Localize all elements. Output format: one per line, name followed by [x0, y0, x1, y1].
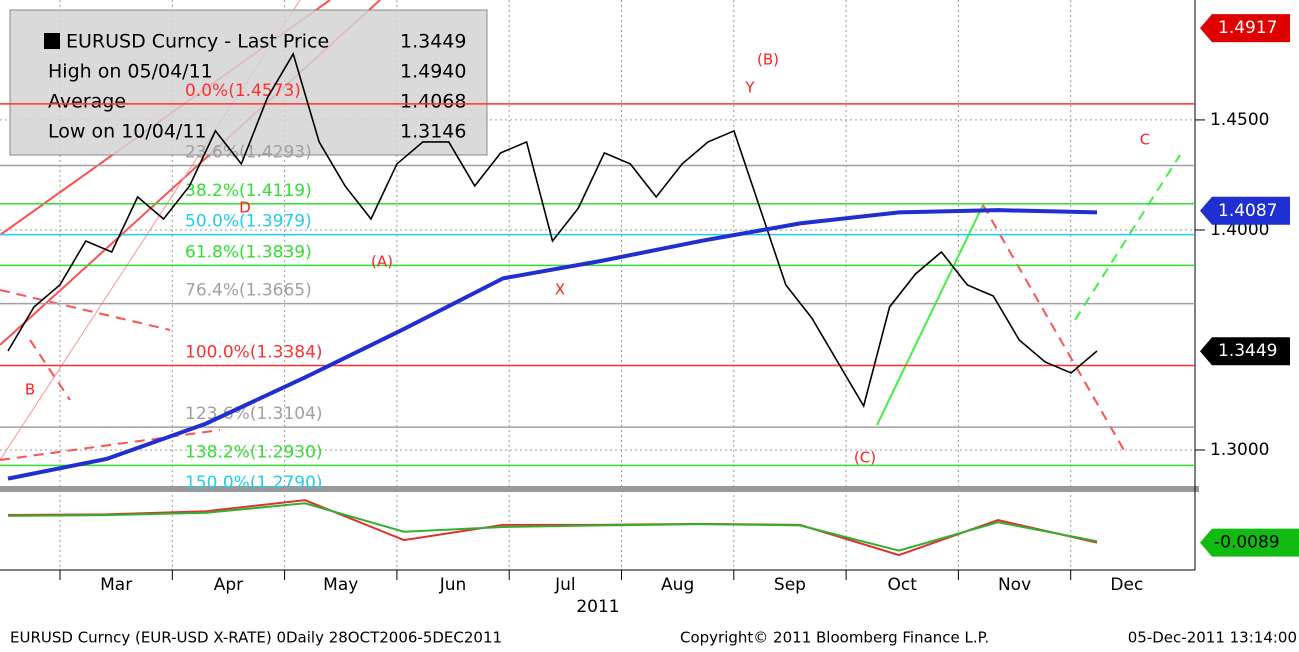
x-tick-label: Jun — [439, 575, 467, 595]
macd-tag — [1200, 528, 1299, 557]
fib-label: 0.0%(1.4573) — [185, 81, 301, 101]
x-tick-label: Apr — [214, 575, 243, 595]
legend-value: 1.3449 — [400, 31, 466, 53]
price-tag-label: 1.4917 — [1218, 18, 1277, 38]
macd-line — [7, 499, 1098, 557]
wave-label: D — [239, 199, 251, 217]
y-tick-label: 1.4000 — [1210, 220, 1269, 240]
legend-name: High on 05/04/11 — [48, 61, 213, 83]
legend-name: Low on 10/04/11 — [48, 121, 207, 143]
footer-right: 05-Dec-2011 13:14:00 — [1128, 629, 1297, 647]
panel-divider — [0, 486, 1199, 492]
price-tag-label: 1.4087 — [1218, 201, 1277, 221]
y-tick-label: 1.4500 — [1210, 110, 1269, 130]
price-tag — [1200, 196, 1290, 225]
year-label: 2011 — [576, 597, 619, 617]
fib-label: 76.4%(1.3665) — [185, 281, 312, 301]
legend-value: 1.4068 — [400, 91, 466, 113]
x-tick-label: Dec — [1110, 575, 1143, 595]
legend-name: EURUSD Curncy - Last Price — [66, 31, 329, 53]
legend-swatch — [44, 33, 60, 49]
footer-mid: Copyright© 2011 Bloomberg Finance L.P. — [680, 629, 989, 647]
x-tick-label: Mar — [100, 575, 132, 595]
x-tick-label: May — [323, 575, 358, 595]
wave-label: (B) — [757, 51, 779, 69]
x-tick-label: Aug — [661, 575, 694, 595]
footer-left: EURUSD Curncy (EUR-USD X-RATE) 0Daily 28… — [10, 629, 502, 647]
x-tick-label: Sep — [774, 575, 806, 595]
legend-name: Average — [48, 91, 126, 113]
x-tick-label: Jul — [554, 575, 576, 595]
wave-label: (A) — [371, 253, 393, 271]
macd-tag-label: -0.0089 — [1214, 533, 1280, 553]
macd-line — [7, 502, 1098, 552]
price-line — [7, 51, 1098, 409]
x-tick-label: Nov — [998, 575, 1031, 595]
wave-label: (C) — [854, 449, 876, 467]
fib-label: 50.0%(1.3979) — [185, 212, 312, 232]
price-line — [7, 208, 1098, 481]
wave-label: Y — [744, 79, 755, 97]
legend-value: 1.4940 — [400, 61, 466, 83]
y-tick-label: 1.3000 — [1210, 440, 1269, 460]
legend-value: 1.3146 — [400, 121, 466, 143]
fib-label: 123.6%(1.3104) — [185, 404, 323, 424]
wave-label: B — [25, 381, 35, 399]
price-tag — [1200, 337, 1290, 366]
fib-label: 38.2%(1.4119) — [185, 181, 312, 201]
price-tag — [1200, 14, 1290, 43]
fib-label: 150.0%(1.2790) — [185, 473, 323, 493]
fib-label: 138.2%(1.2930) — [185, 442, 323, 462]
x-tick-label: Oct — [888, 575, 918, 595]
fib-label: 61.8%(1.3839) — [185, 242, 312, 262]
wave-label: X — [555, 281, 565, 299]
fib-label: 23.6%(1.4293) — [185, 142, 312, 162]
legend-box — [9, 9, 488, 156]
price-tag-label: 1.3449 — [1218, 341, 1277, 361]
legend: EURUSD Curncy - Last Price 1.3449 High on … — [9, 9, 488, 156]
wave-label: C — [1140, 131, 1150, 149]
fib-label: 100.0%(1.3384) — [185, 343, 323, 363]
